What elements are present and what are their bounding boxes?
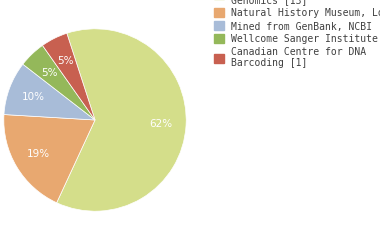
Wedge shape [4,64,95,120]
Legend: Centre for Biodiversity
Genomics [13], Natural History Museum, London [4], Mined: Centre for Biodiversity Genomics [13], N… [214,0,380,68]
Text: 5%: 5% [57,56,74,66]
Text: 5%: 5% [41,67,58,78]
Wedge shape [43,33,95,120]
Text: 10%: 10% [22,92,45,102]
Text: 62%: 62% [149,119,172,129]
Wedge shape [57,29,186,211]
Wedge shape [23,45,95,120]
Wedge shape [4,114,95,203]
Text: 19%: 19% [27,149,50,159]
